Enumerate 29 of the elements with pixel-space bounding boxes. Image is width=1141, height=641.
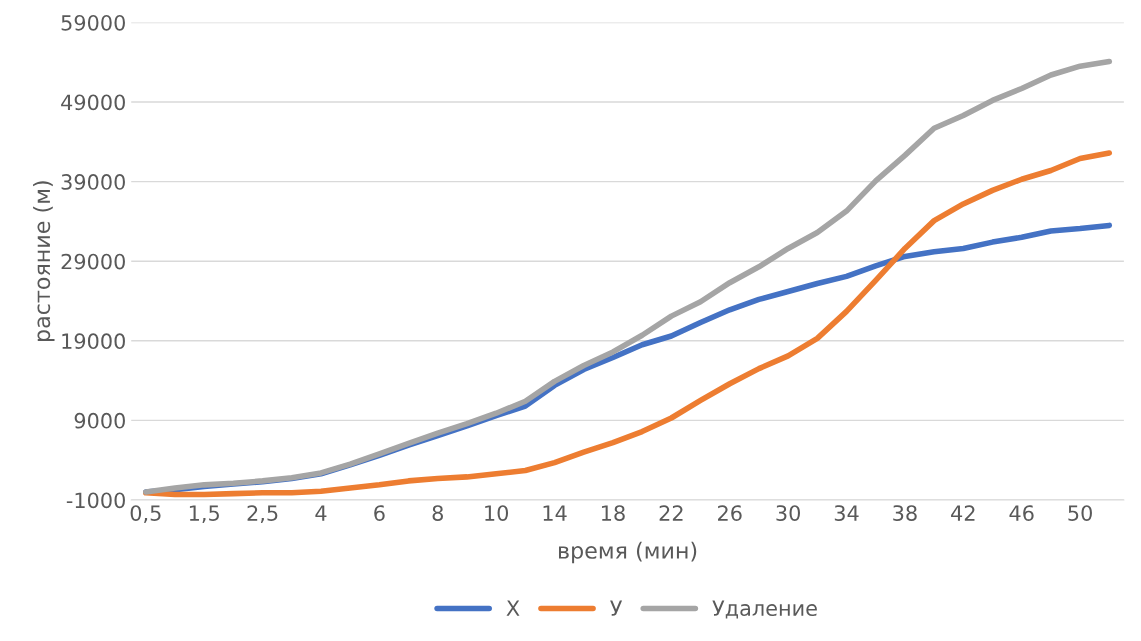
x-tick-label: 10 <box>485 505 509 521</box>
y-tick-label: 59000 <box>61 14 125 31</box>
y-tick-label: 9000 <box>74 412 125 429</box>
x-tick-label: 8 <box>432 505 443 521</box>
y-tick-label: 29000 <box>61 253 125 270</box>
legend-label: Удаление <box>712 600 817 619</box>
x-tick-label: 42 <box>951 505 975 521</box>
y-axis-title: растояние (м) <box>33 181 55 342</box>
x-tick-label: 0,5 <box>130 505 161 524</box>
y-tick-label: 19000 <box>62 333 125 350</box>
x-tick-label: 38 <box>893 505 917 521</box>
x-tick-label: 14 <box>543 505 567 521</box>
legend-label: У <box>610 600 623 616</box>
legend-label: X <box>506 600 520 616</box>
x-tick-label: 50 <box>1068 505 1092 521</box>
y-tick-label: -1000 <box>66 492 125 509</box>
x-tick-label: 1,5 <box>189 505 219 524</box>
y-tick-label: 39000 <box>61 174 125 190</box>
x-tick-label: 18 <box>601 505 625 521</box>
x-tick-label: 30 <box>776 505 800 521</box>
x-tick-label: 46 <box>1009 505 1034 521</box>
x-axis-title: время (мин) <box>558 541 697 564</box>
x-tick-label: 34 <box>834 505 859 521</box>
x-tick-label: 6 <box>374 505 385 521</box>
x-tick-label: 2,5 <box>247 505 278 524</box>
x-tick-label: 22 <box>659 505 683 521</box>
x-tick-label: 26 <box>718 505 742 521</box>
y-tick-label: 49000 <box>61 94 125 111</box>
x-tick-label: 4 <box>315 505 327 521</box>
